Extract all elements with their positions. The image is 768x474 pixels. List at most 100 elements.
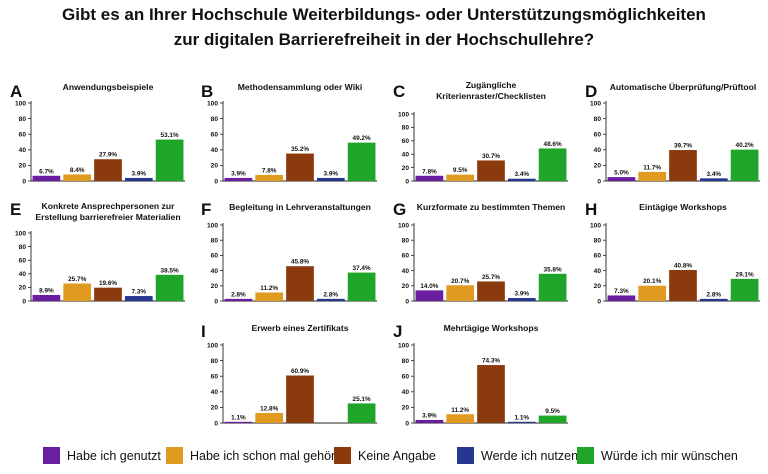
legend-swatch xyxy=(457,447,474,464)
bar-value-label: 40.2% xyxy=(736,142,754,149)
legend: Habe ich genutzt Habe ich schon mal gehör… xyxy=(43,447,738,464)
bar xyxy=(94,159,122,181)
panel-A: A Anwendungsbeispiele 0 20 40 60 80 100 6.7% 8.4%… xyxy=(10,82,185,185)
bar-value-label: 40.8% xyxy=(674,262,692,269)
bar xyxy=(415,419,444,423)
y-tick-label: 80 xyxy=(211,116,219,123)
bar xyxy=(224,298,253,301)
y-tick-label: 80 xyxy=(402,238,410,245)
bar-value-label: 11.2% xyxy=(260,285,278,292)
y-tick-label: 40 xyxy=(594,147,602,154)
bar-value-label: 7.3% xyxy=(132,289,147,296)
panel-title: Erstellung barrierefreier Materialien xyxy=(35,212,180,222)
y-tick-label: 100 xyxy=(207,342,218,349)
bar xyxy=(347,403,376,423)
bar xyxy=(669,269,697,301)
bar-value-label: 9.5% xyxy=(453,167,468,174)
panel-title: Mehrtägige Workshops xyxy=(444,323,539,333)
bar xyxy=(477,160,505,181)
y-tick-label: 40 xyxy=(594,268,602,275)
bar-value-label: 74.3% xyxy=(482,358,500,365)
figure-title-line-1: Gibt es an Ihrer Hochschule Weiterbildun… xyxy=(62,5,706,24)
panel-G: G Kurzformate zu bestimmten Themen 0 20 40 60… xyxy=(393,200,568,305)
bar xyxy=(538,273,567,301)
y-tick-label: 100 xyxy=(207,222,218,229)
y-tick-label: 80 xyxy=(594,238,602,245)
y-tick-label: 0 xyxy=(597,178,601,185)
bar-value-label: 6.7% xyxy=(39,168,54,175)
bar-value-label: 60.9% xyxy=(291,368,309,375)
y-tick-label: 0 xyxy=(405,178,409,185)
y-tick-label: 100 xyxy=(15,230,26,237)
panel-letter: D xyxy=(585,82,597,101)
bar-value-label: 11.7% xyxy=(643,164,661,171)
bar xyxy=(286,153,314,181)
bar xyxy=(699,298,728,301)
bar xyxy=(286,266,314,301)
bar xyxy=(63,283,92,301)
y-tick-label: 20 xyxy=(211,283,219,290)
panel-letter: J xyxy=(393,322,402,341)
y-tick-label: 40 xyxy=(402,389,410,396)
bar xyxy=(415,175,444,181)
y-tick-label: 40 xyxy=(19,147,27,154)
bar-value-label: 25.7% xyxy=(482,274,500,281)
bar xyxy=(477,365,505,423)
bar xyxy=(155,274,184,301)
bar-value-label: 25.7% xyxy=(68,276,86,283)
bar xyxy=(507,178,536,181)
bar xyxy=(347,272,376,301)
panel-title: Automatische Überprüfung/Prüftool xyxy=(610,82,757,92)
bar-value-label: 3.9% xyxy=(515,291,530,298)
y-tick-label: 60 xyxy=(211,374,219,381)
y-tick-label: 60 xyxy=(402,138,410,145)
bar xyxy=(155,139,184,181)
y-tick-label: 60 xyxy=(402,374,410,381)
y-tick-label: 80 xyxy=(594,116,602,123)
bar-value-label: 3.4% xyxy=(707,171,722,178)
legend-item: Habe ich schon mal gehört xyxy=(166,447,339,464)
bar xyxy=(638,171,667,181)
bar xyxy=(446,285,475,301)
bar-value-label: 53.1% xyxy=(161,132,179,139)
y-tick-label: 0 xyxy=(405,420,409,427)
bar-value-label: 3.9% xyxy=(231,170,246,177)
bar-value-label: 20.1% xyxy=(643,278,661,285)
bar xyxy=(124,177,153,181)
y-tick-label: 80 xyxy=(19,116,27,123)
y-tick-label: 40 xyxy=(402,152,410,159)
panel-B: B Methodensammlung oder Wiki 0 20 40 60 80 100 3… xyxy=(201,82,377,185)
bar xyxy=(255,292,284,301)
panels: A Anwendungsbeispiele 0 20 40 60 80 100 6.7% 8.4%… xyxy=(10,80,760,427)
panel-letter: I xyxy=(201,322,206,341)
legend-item: Werde ich nutzen xyxy=(457,447,578,464)
panel-title: Zugängliche xyxy=(466,80,517,90)
bar xyxy=(255,174,284,181)
y-tick-label: 20 xyxy=(402,283,410,290)
bar xyxy=(538,415,567,423)
bar xyxy=(316,177,345,181)
y-tick-label: 20 xyxy=(19,285,27,292)
bar xyxy=(446,414,475,423)
panel-title: Erwerb eines Zertifikats xyxy=(252,323,349,333)
bar-value-label: 3.9% xyxy=(324,170,339,177)
panel-title: Eintägige Workshops xyxy=(639,202,727,212)
bar xyxy=(32,175,61,181)
y-tick-label: 80 xyxy=(402,358,410,365)
bar-value-label: 11.2% xyxy=(451,407,469,414)
bar xyxy=(32,294,61,301)
y-tick-label: 40 xyxy=(211,268,219,275)
panel-letter: H xyxy=(585,200,597,219)
bar xyxy=(94,287,122,301)
y-tick-label: 20 xyxy=(19,163,27,170)
y-tick-label: 40 xyxy=(211,389,219,396)
bar xyxy=(286,375,314,423)
legend-label: Werde ich nutzen xyxy=(481,449,578,463)
y-tick-label: 80 xyxy=(19,244,27,251)
panel-title: Anwendungsbeispiele xyxy=(63,82,154,92)
bar xyxy=(607,177,636,181)
y-tick-label: 60 xyxy=(402,253,410,260)
bar xyxy=(507,298,536,301)
